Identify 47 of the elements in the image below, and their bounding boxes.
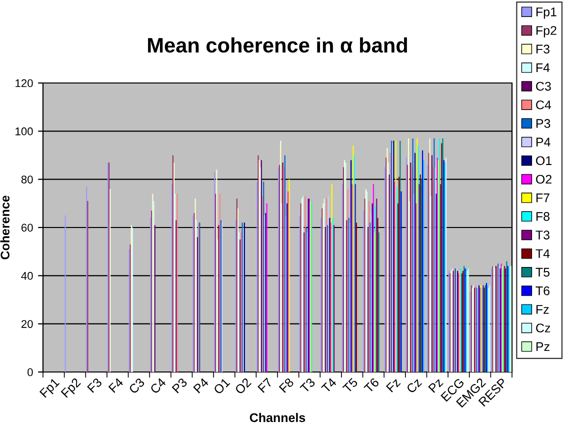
x-tick-label: Cz (406, 378, 422, 394)
x-tick-label: T4 (321, 377, 337, 394)
chart-title: Mean coherence in α band (148, 37, 407, 53)
legend-label: T4 (536, 249, 550, 258)
x-tick-label: F8 (278, 377, 294, 393)
x-tick-label: C4 (150, 377, 166, 394)
legend-label: C3 (536, 82, 551, 91)
y-tick-label: 60 (21, 224, 33, 232)
y-tick-label: 0 (28, 368, 33, 376)
legend-label: F8 (536, 212, 550, 221)
x-tick-label: F7 (258, 378, 273, 393)
y-tick-label: 40 (21, 272, 33, 280)
x-tick-label: O1 (213, 378, 230, 395)
legend-label: F3 (536, 44, 550, 54)
x-tick-label: P4 (193, 377, 210, 394)
y-tick-label: 80 (21, 176, 33, 184)
y-axis-title: Coherence (0, 196, 10, 260)
legend-label: P3 (536, 119, 550, 128)
legend-label: F4 (536, 63, 550, 72)
legend-label: Cz (536, 324, 550, 332)
legend-label: C4 (536, 100, 552, 110)
y-tick-label: 20 (21, 320, 33, 328)
legend-label: O1 (536, 156, 552, 166)
x-tick-label: Fp1 (39, 378, 62, 400)
x-tick-label: T5 (342, 378, 358, 394)
legend-label: T5 (536, 268, 550, 277)
x-tick-label: O2 (234, 378, 252, 395)
legend-label: Pz (536, 342, 550, 351)
legend-label: F7 (536, 194, 550, 202)
legend-label: O2 (536, 174, 552, 184)
x-axis-title: Channels (250, 412, 306, 422)
legend-label: T3 (536, 230, 550, 240)
x-tick-label: Fp2 (60, 378, 83, 400)
x-tick-label: C3 (128, 377, 146, 394)
legend-label: P4 (536, 138, 550, 146)
x-tick-label: T3 (300, 377, 316, 394)
legend-label: Fp2 (536, 26, 556, 38)
x-tick-label: T6 (364, 377, 380, 394)
x-tick-label: F3 (86, 377, 102, 393)
x-tick-label: F4 (108, 377, 124, 393)
x-tick-label: Fz (386, 378, 401, 392)
legend-label: T6 (536, 286, 550, 296)
legend-label: Fz (536, 305, 549, 314)
legend-label: Fp1 (536, 8, 556, 19)
y-tick-label: 100 (16, 127, 33, 136)
y-tick-label: 120 (16, 79, 33, 88)
x-tick-label: P3 (172, 377, 188, 394)
